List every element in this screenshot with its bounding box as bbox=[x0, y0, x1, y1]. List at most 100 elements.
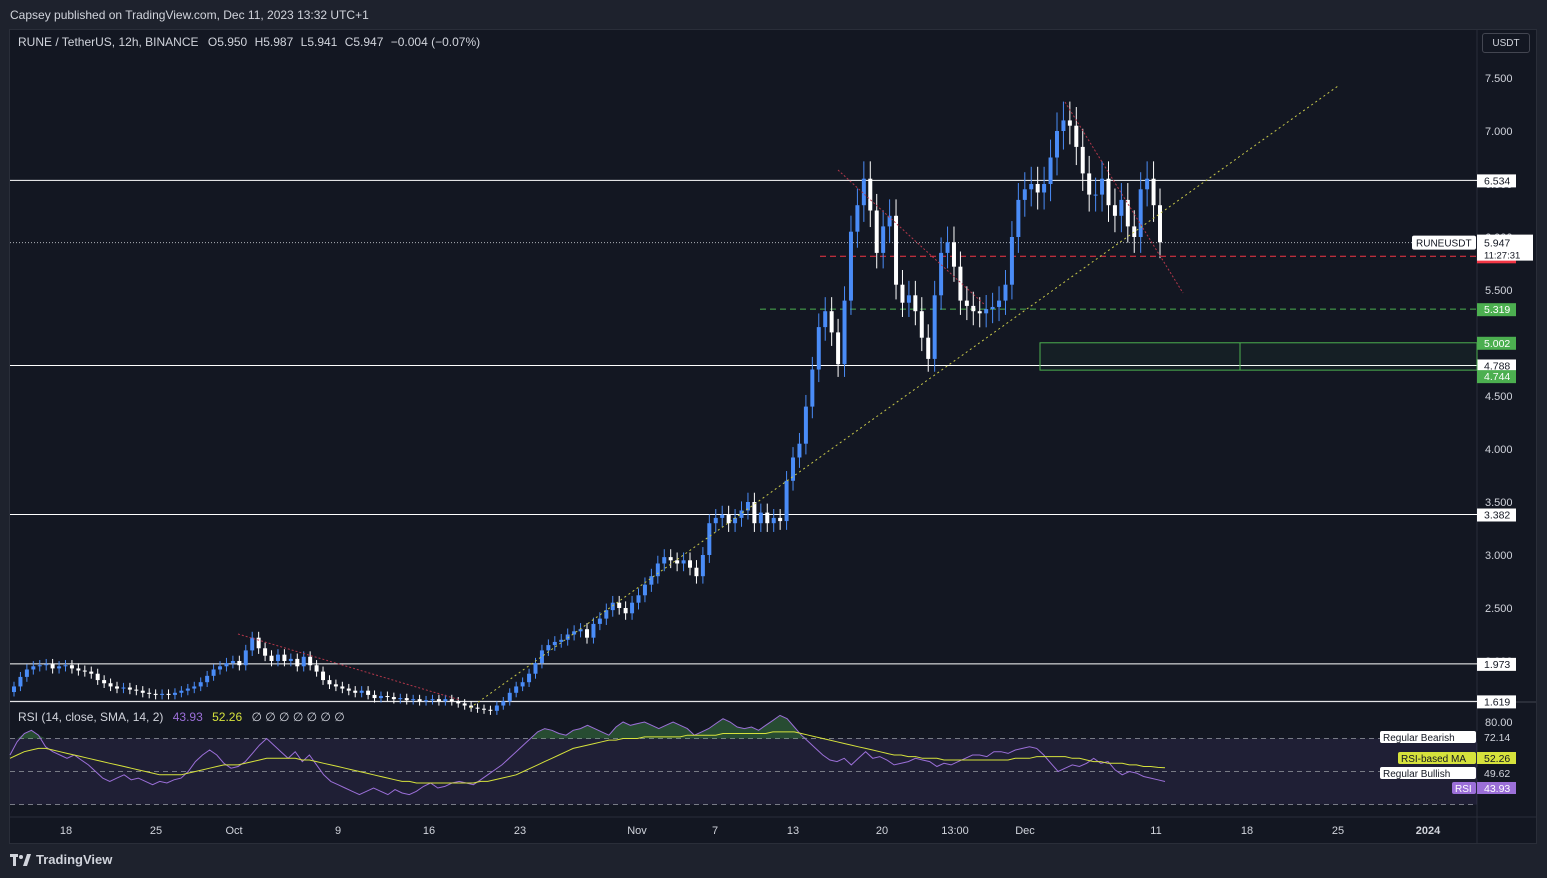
candle-body bbox=[958, 266, 963, 301]
currency-button[interactable]: USDT bbox=[1482, 33, 1530, 53]
high-label: H bbox=[254, 35, 264, 49]
price-level-label-box bbox=[1477, 303, 1516, 317]
candle-body bbox=[44, 664, 49, 666]
price-tick-label: 2.500 bbox=[1485, 603, 1513, 615]
candle-body bbox=[1087, 173, 1092, 195]
time-tick-label: 20 bbox=[876, 825, 888, 837]
high-value: 5.987 bbox=[263, 35, 294, 49]
candle-body bbox=[391, 697, 396, 700]
rsi-line[interactable] bbox=[9, 714, 1166, 796]
candle-body bbox=[688, 560, 693, 568]
candle-body bbox=[1035, 184, 1040, 193]
candle-body bbox=[256, 637, 261, 649]
candle-body bbox=[1009, 237, 1014, 285]
candle-body bbox=[166, 693, 171, 695]
candle-body bbox=[726, 514, 731, 524]
price-tick-label: 3.000 bbox=[1485, 550, 1513, 562]
candle-body bbox=[1100, 178, 1105, 195]
candle-body bbox=[881, 226, 886, 253]
close-value: 5.947 bbox=[353, 35, 384, 49]
price-level-label: 6.534 bbox=[1484, 175, 1510, 187]
rsi-label-box bbox=[1380, 767, 1476, 779]
candle-body bbox=[37, 665, 42, 667]
candle-body bbox=[430, 699, 435, 701]
candle-body bbox=[765, 512, 770, 524]
ascending-trendline[interactable] bbox=[469, 85, 1339, 709]
candle-body bbox=[578, 629, 583, 632]
open-label: O bbox=[207, 35, 218, 49]
candle-body bbox=[642, 584, 647, 596]
price-level-label: 4.744 bbox=[1484, 371, 1510, 383]
candle-body bbox=[552, 641, 557, 646]
close-label: C bbox=[344, 35, 354, 49]
low-value: 5.941 bbox=[307, 35, 338, 49]
candle-body bbox=[733, 517, 738, 524]
candle-body bbox=[205, 675, 210, 683]
candle-body bbox=[1093, 194, 1098, 196]
candle-body bbox=[462, 703, 467, 706]
candle-body bbox=[997, 300, 1002, 307]
candle-body bbox=[436, 699, 441, 702]
candle-body bbox=[752, 502, 757, 524]
candle-body bbox=[340, 686, 345, 689]
candle-body bbox=[76, 668, 81, 671]
candle-body bbox=[1119, 199, 1124, 216]
candle-body bbox=[1042, 184, 1047, 193]
price-level-label-box bbox=[1477, 657, 1516, 671]
candle-body bbox=[411, 699, 416, 701]
candle-body bbox=[1048, 157, 1053, 184]
candle-body bbox=[295, 658, 300, 667]
candle-body bbox=[507, 692, 512, 702]
candle-body bbox=[874, 210, 879, 253]
descending-trendline[interactable] bbox=[237, 633, 461, 701]
rsi-ma-line[interactable] bbox=[9, 731, 1166, 784]
candle-body bbox=[140, 690, 145, 693]
candle-body bbox=[185, 688, 190, 691]
candle-body bbox=[308, 656, 313, 666]
price-level-label-box bbox=[1477, 174, 1516, 188]
candle-body bbox=[836, 332, 841, 365]
price-level-label-box bbox=[1477, 508, 1516, 522]
price-tick-label: 4.000 bbox=[1485, 444, 1513, 456]
candle-body bbox=[816, 327, 821, 370]
candle-body bbox=[842, 300, 847, 365]
rsi-label-text: Regular Bullish bbox=[1383, 769, 1450, 780]
demand-zone[interactable] bbox=[1039, 342, 1478, 371]
candle-body bbox=[700, 555, 705, 577]
rsi-ma-legend-value: 52.26 bbox=[212, 710, 243, 724]
price-tick-label: 7.000 bbox=[1485, 126, 1513, 138]
candle-body bbox=[797, 443, 802, 458]
candle-body bbox=[855, 205, 860, 232]
candle-body bbox=[597, 618, 602, 624]
candle-body bbox=[829, 311, 834, 333]
candle-body bbox=[398, 698, 403, 700]
candle-body bbox=[333, 684, 338, 687]
candle-body bbox=[649, 576, 654, 585]
candle-body bbox=[868, 178, 873, 211]
price-tick-label: 3.500 bbox=[1485, 497, 1513, 509]
descending-trendline[interactable] bbox=[837, 169, 986, 306]
candle-body bbox=[1029, 184, 1034, 190]
candle-body bbox=[301, 656, 306, 667]
rsi-label-text: RSI-based MA bbox=[1401, 754, 1466, 765]
candle-body bbox=[449, 699, 454, 702]
last-price-box bbox=[1477, 234, 1533, 261]
candle-body bbox=[630, 602, 635, 614]
candle-body bbox=[784, 480, 789, 522]
candle-body bbox=[1080, 146, 1085, 174]
candle-body bbox=[121, 687, 126, 689]
candle-body bbox=[57, 666, 62, 669]
candle-body bbox=[623, 608, 628, 614]
rsi-label-box bbox=[1380, 731, 1476, 743]
descending-trendline[interactable] bbox=[1064, 101, 1184, 294]
rsi-value-label: 52.26 bbox=[1484, 753, 1510, 765]
rsi-value-label: 72.14 bbox=[1484, 732, 1510, 744]
candle-body bbox=[230, 661, 235, 664]
rsi-label-text: RSI bbox=[1455, 784, 1472, 795]
candle-body bbox=[1067, 120, 1072, 126]
candle-body bbox=[321, 671, 326, 681]
candle-body bbox=[1158, 205, 1162, 243]
candle-body bbox=[636, 595, 641, 603]
publisher-line: Capsey published on TradingView.com, Dec… bbox=[10, 8, 369, 22]
